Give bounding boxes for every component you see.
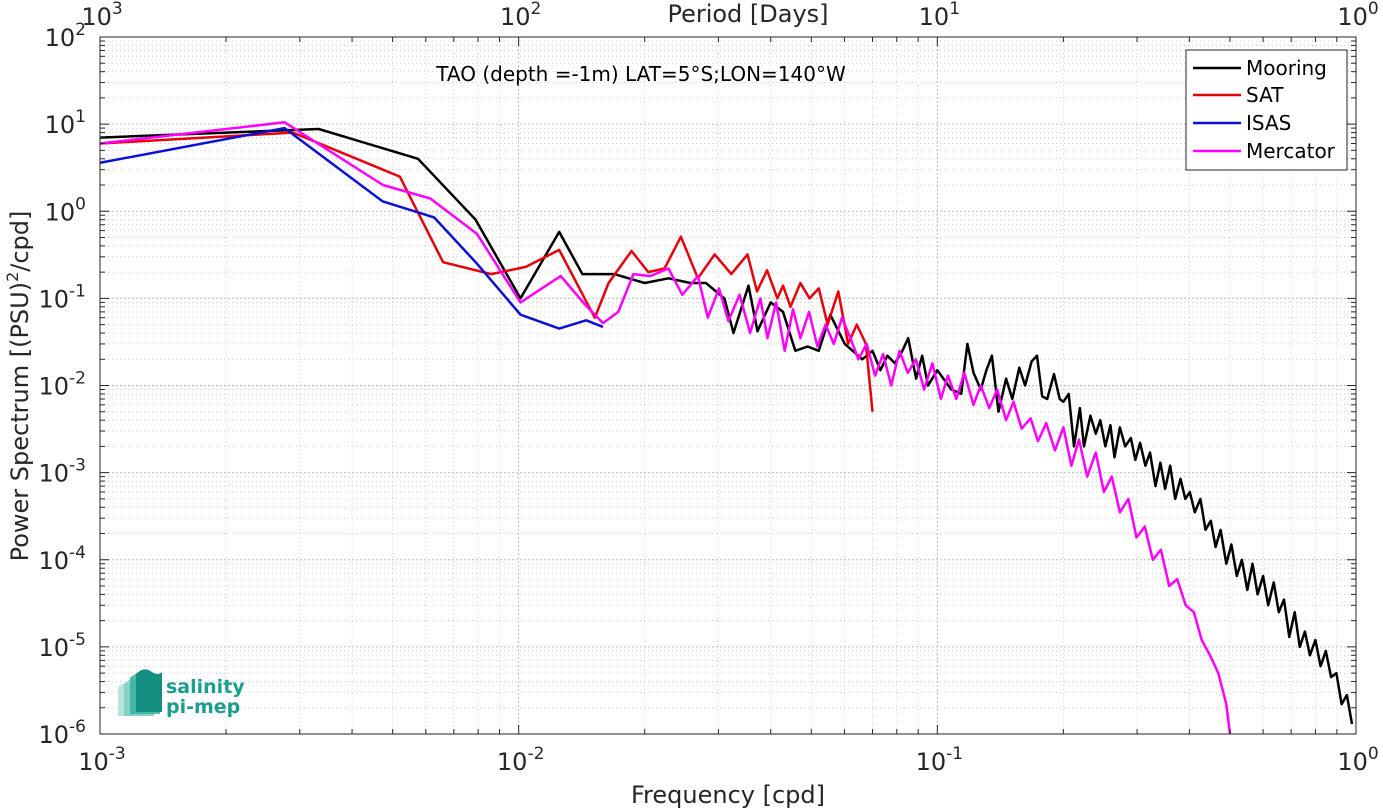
y-tick-label: 100 <box>45 194 86 226</box>
y-tick-label: 10-1 <box>39 281 87 313</box>
y-axis-label: Power Spectrum [(PSU)2/cpd] <box>3 211 34 562</box>
tick-labels: 10-3 10-2 10-1 100 10-6 10-5 10-4 10-3 10-2 10-1 1… <box>39 0 1379 776</box>
y-tick-label: 10-3 <box>39 456 87 488</box>
legend-label-mooring: Mooring <box>1246 56 1327 80</box>
legend: Mooring SAT ISAS Mercator <box>1185 49 1348 171</box>
y-tick-label: 102 <box>45 20 86 52</box>
top-tick-label: 103 <box>81 0 122 31</box>
frame-ticks <box>99 36 1357 735</box>
legend-label-isas: ISAS <box>1246 111 1291 135</box>
x-tick-label: 10-3 <box>78 744 126 776</box>
top-tick-label: 100 <box>1337 0 1378 31</box>
logo-waves-icon <box>118 669 162 716</box>
series-line-mooring <box>100 127 1354 725</box>
legend-label-mercator: Mercator <box>1246 139 1336 163</box>
series-line-isas <box>100 126 604 330</box>
series-line-sat <box>100 131 874 412</box>
y-tick-label: 10-4 <box>39 543 87 575</box>
y-tick-label: 10-6 <box>39 717 87 749</box>
logo-text-pimep: pi-mep <box>166 696 240 718</box>
minor-grid <box>100 37 1356 734</box>
y-tick-label: 101 <box>45 107 86 139</box>
top-tick-label: 101 <box>919 0 960 31</box>
y-tick-label: 10-5 <box>39 630 87 662</box>
x-axis-label: Frequency [cpd] <box>631 781 825 809</box>
chart-annotation: TAO (depth =-1m) LAT=5°S;LON=140°W <box>435 62 846 86</box>
series-line-mercator <box>100 121 1232 734</box>
series-layer <box>100 121 1354 734</box>
x-tick-label: 100 <box>1337 744 1378 776</box>
top-axis-label: Period [Days] <box>667 0 828 28</box>
top-tick-label: 102 <box>500 0 541 31</box>
y-tick-label: 10-2 <box>39 369 87 401</box>
salinity-logo: salinity pi-mep <box>118 669 245 718</box>
x-tick-label: 10-2 <box>497 744 545 776</box>
logo-text-salinity: salinity <box>166 676 245 698</box>
legend-label-sat: SAT <box>1246 83 1284 107</box>
x-tick-label: 10-1 <box>916 744 964 776</box>
